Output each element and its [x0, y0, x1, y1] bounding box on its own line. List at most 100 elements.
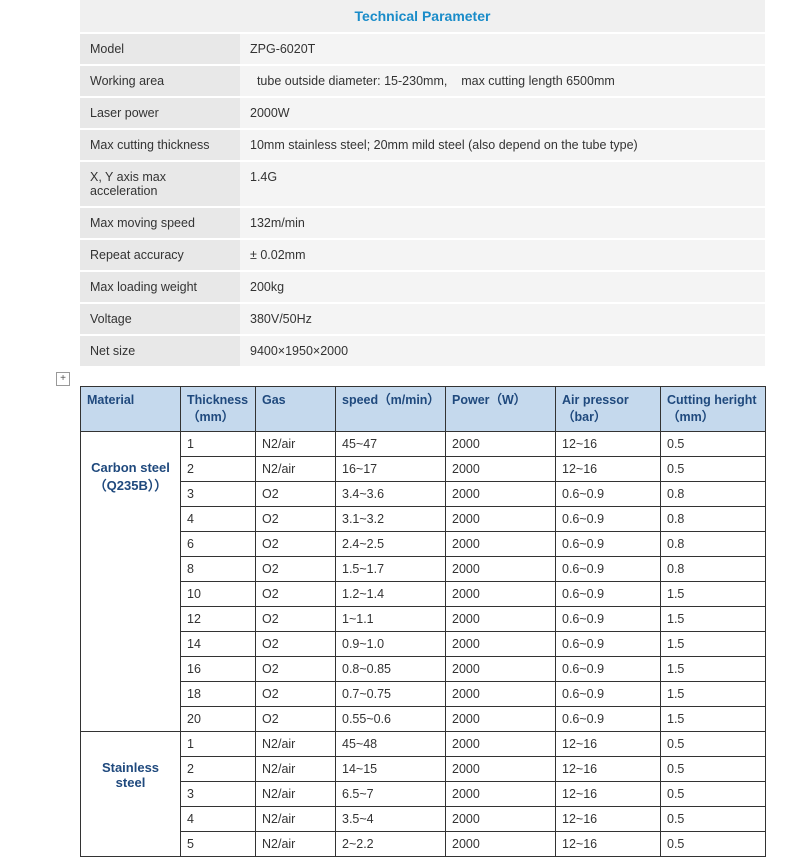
tech-param-row: Net size9400×1950×2000 [80, 334, 765, 366]
cutting-cell-spd: 16~17 [336, 456, 446, 481]
cutting-cell-th: 10 [181, 581, 256, 606]
cutting-cell-spd: 1~1.1 [336, 606, 446, 631]
cutting-cell-gas: N2/air [256, 756, 336, 781]
cutting-cell-air: 12~16 [556, 456, 661, 481]
cutting-cell-th: 6 [181, 531, 256, 556]
cutting-cell-air: 0.6~0.9 [556, 631, 661, 656]
cutting-cell-spd: 3.5~4 [336, 806, 446, 831]
tech-param-label: Repeat accuracy [80, 240, 240, 270]
tech-param-label: Voltage [80, 304, 240, 334]
cutting-cell-th: 16 [181, 656, 256, 681]
cutting-cell-ht: 1.5 [661, 606, 766, 631]
cutting-cell-air: 12~16 [556, 781, 661, 806]
cutting-cell-pwr: 2000 [446, 781, 556, 806]
tech-param-value: ZPG-6020T [240, 34, 765, 64]
cutting-cell-ht: 1.5 [661, 631, 766, 656]
cutting-cell-gas: N2/air [256, 831, 336, 856]
cutting-cell-air: 0.6~0.9 [556, 481, 661, 506]
tech-param-label: Max cutting thickness [80, 130, 240, 160]
material-cell: Stainless steel [81, 731, 181, 856]
cutting-cell-spd: 6.5~7 [336, 781, 446, 806]
cutting-cell-spd: 1.5~1.7 [336, 556, 446, 581]
cutting-cell-pwr: 2000 [446, 606, 556, 631]
cutting-cell-pwr: 2000 [446, 531, 556, 556]
cutting-cell-pwr: 2000 [446, 831, 556, 856]
tech-param-value: 1.4G [240, 162, 765, 206]
cutting-cell-ht: 1.5 [661, 581, 766, 606]
cutting-cell-ht: 0.5 [661, 781, 766, 806]
cutting-cell-ht: 0.5 [661, 806, 766, 831]
tech-param-row: Max loading weight200kg [80, 270, 765, 302]
cutting-cell-air: 12~16 [556, 806, 661, 831]
tech-param-row: Max moving speed132m/min [80, 206, 765, 238]
cutting-cell-gas: O2 [256, 581, 336, 606]
tech-param-row: X, Y axis max acceleration1.4G [80, 160, 765, 206]
cutting-cell-gas: O2 [256, 606, 336, 631]
cutting-table-row: 5N2/air2~2.2200012~160.5 [81, 831, 766, 856]
tech-param-row: Voltage380V/50Hz [80, 302, 765, 334]
header-air-pressor: Air pressor（bar） [556, 387, 661, 432]
cutting-table-row: 16O20.8~0.8520000.6~0.91.5 [81, 656, 766, 681]
cutting-cell-pwr: 2000 [446, 631, 556, 656]
tech-param-label: Max moving speed [80, 208, 240, 238]
cutting-cell-spd: 1.2~1.4 [336, 581, 446, 606]
cutting-cell-spd: 3.1~3.2 [336, 506, 446, 531]
cutting-cell-pwr: 2000 [446, 506, 556, 531]
cutting-cell-ht: 0.8 [661, 556, 766, 581]
header-gas: Gas [256, 387, 336, 432]
header-thickness: Thickness（mm） [181, 387, 256, 432]
cutting-cell-ht: 1.5 [661, 706, 766, 731]
cutting-cell-pwr: 2000 [446, 556, 556, 581]
cutting-cell-gas: O2 [256, 481, 336, 506]
cutting-cell-air: 0.6~0.9 [556, 531, 661, 556]
cutting-cell-spd: 2.4~2.5 [336, 531, 446, 556]
tech-param-value: 132m/min [240, 208, 765, 238]
cutting-cell-ht: 0.8 [661, 506, 766, 531]
cutting-cell-th: 20 [181, 706, 256, 731]
cutting-cell-ht: 0.8 [661, 481, 766, 506]
cutting-cell-air: 0.6~0.9 [556, 706, 661, 731]
cutting-cell-pwr: 2000 [446, 681, 556, 706]
cutting-cell-spd: 45~48 [336, 731, 446, 756]
cutting-cell-air: 0.6~0.9 [556, 656, 661, 681]
cutting-cell-th: 2 [181, 456, 256, 481]
cutting-cell-gas: O2 [256, 656, 336, 681]
cutting-cell-spd: 0.7~0.75 [336, 681, 446, 706]
cutting-table-row: 3N2/air6.5~7200012~160.5 [81, 781, 766, 806]
cutting-cell-pwr: 2000 [446, 656, 556, 681]
cutting-cell-gas: O2 [256, 706, 336, 731]
cutting-cell-th: 4 [181, 806, 256, 831]
cutting-table-row: 12O21~1.120000.6~0.91.5 [81, 606, 766, 631]
header-cutting-height: Cutting heright（mm） [661, 387, 766, 432]
cutting-table-row: Stainless steel1N2/air45~48200012~160.5 [81, 731, 766, 756]
tech-param-value: 380V/50Hz [240, 304, 765, 334]
cutting-cell-air: 12~16 [556, 431, 661, 456]
cutting-cell-gas: N2/air [256, 731, 336, 756]
cutting-cell-th: 4 [181, 506, 256, 531]
cutting-cell-spd: 0.8~0.85 [336, 656, 446, 681]
cutting-cell-spd: 0.9~1.0 [336, 631, 446, 656]
cutting-cell-pwr: 2000 [446, 806, 556, 831]
tech-param-label: Max loading weight [80, 272, 240, 302]
cutting-cell-gas: O2 [256, 631, 336, 656]
cutting-cell-spd: 45~47 [336, 431, 446, 456]
cutting-cell-ht: 1.5 [661, 656, 766, 681]
cutting-cell-th: 18 [181, 681, 256, 706]
cutting-table-row: 4O23.1~3.220000.6~0.90.8 [81, 506, 766, 531]
cutting-cell-gas: N2/air [256, 456, 336, 481]
header-material: Material [81, 387, 181, 432]
cutting-cell-gas: O2 [256, 681, 336, 706]
cutting-cell-ht: 0.5 [661, 431, 766, 456]
cutting-cell-air: 0.6~0.9 [556, 506, 661, 531]
tech-param-value: 200kg [240, 272, 765, 302]
tech-param-value: 9400×1950×2000 [240, 336, 765, 366]
cutting-table-row: 10O21.2~1.420000.6~0.91.5 [81, 581, 766, 606]
cutting-table-header-row: Material Thickness（mm） Gas speed（m/min） … [81, 387, 766, 432]
cutting-cell-pwr: 2000 [446, 756, 556, 781]
cutting-cell-pwr: 2000 [446, 706, 556, 731]
cutting-cell-pwr: 2000 [446, 731, 556, 756]
technical-parameter-title: Technical Parameter [80, 0, 765, 32]
cutting-cell-th: 1 [181, 731, 256, 756]
cutting-parameters-wrapper: + Material Thickness（mm） Gas speed（m/min… [80, 386, 765, 857]
tech-param-label: Laser power [80, 98, 240, 128]
